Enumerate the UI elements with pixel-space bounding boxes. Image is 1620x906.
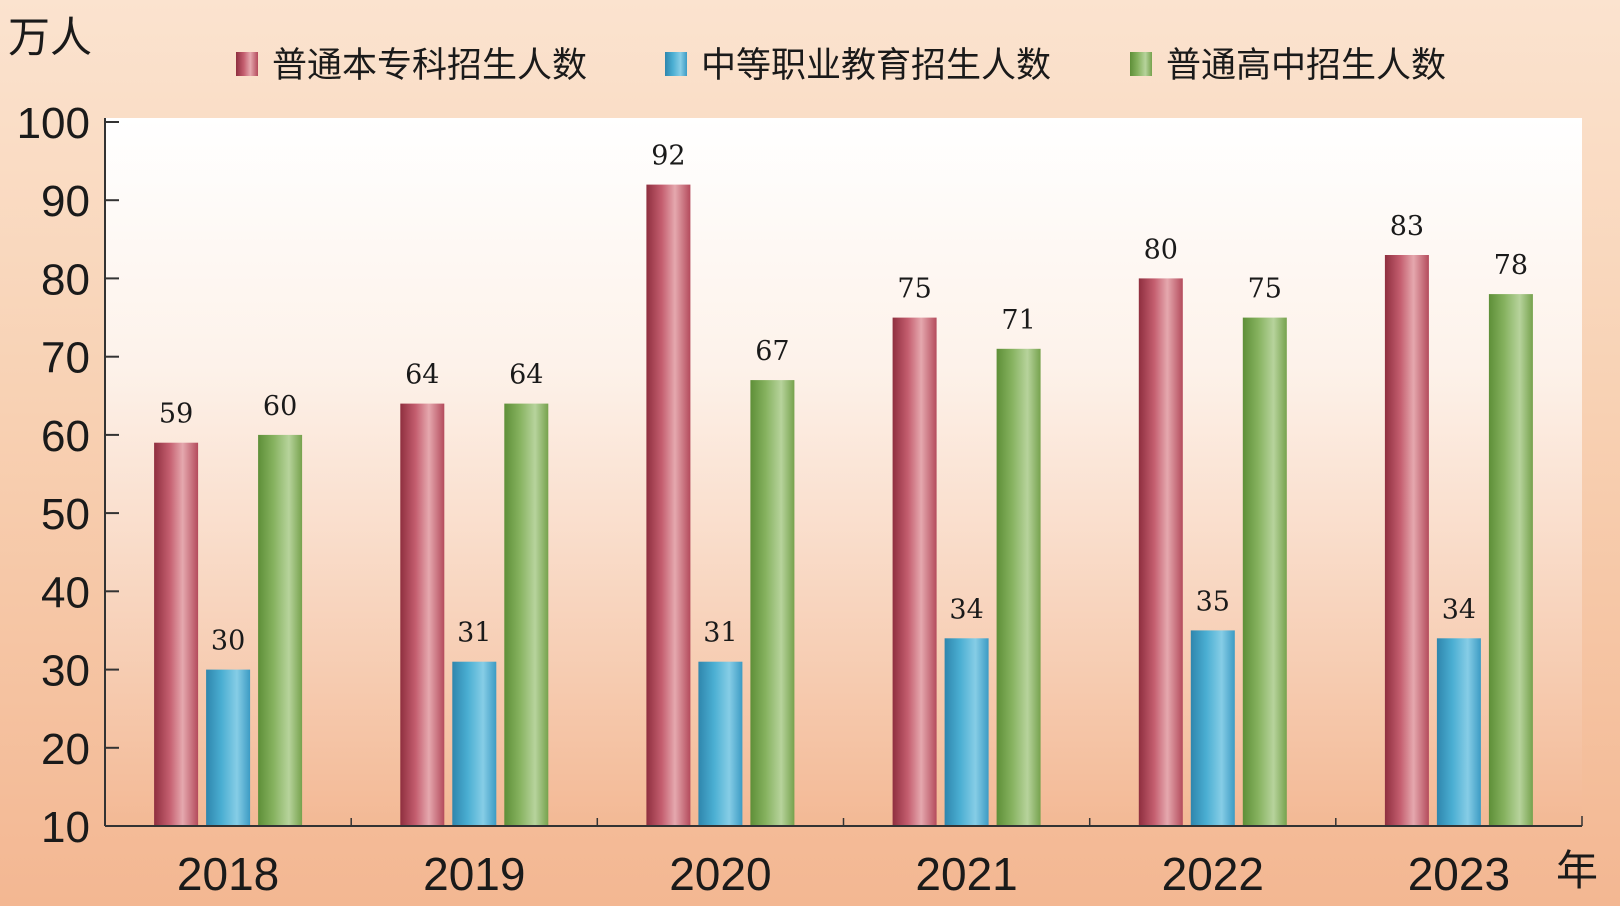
legend-label: 中等职业教育招生人数 [701,46,1051,86]
y-tick-label: 10 [41,803,90,852]
data-label: 34 [949,594,983,625]
data-label: 80 [1144,234,1178,265]
legend-swatch [665,52,687,76]
bar [750,380,795,826]
y-tick-label: 30 [41,647,90,696]
y-unit-label: 万人 [8,13,92,62]
x-tick-label: 2018 [177,848,279,900]
data-label: 64 [509,360,543,391]
data-label: 75 [1248,274,1282,305]
data-label: 75 [897,274,931,305]
legend-label: 普通高中招生人数 [1166,46,1446,86]
bar [944,638,989,826]
x-tick-label: 2019 [423,848,525,900]
y-tick-label: 90 [41,177,90,226]
bar [1384,255,1429,826]
bar [1488,294,1533,827]
data-label: 35 [1196,586,1230,617]
legend: 普通本专科招生人数 中等职业教育招生人数 普通高中招生人数 [236,46,1446,86]
bar [698,661,743,826]
x-tick-label: 2022 [1162,848,1264,900]
bar [646,184,691,827]
x-unit-label: 年 [1556,846,1598,895]
data-label: 64 [405,360,439,391]
legend-label: 普通本专科招生人数 [272,46,587,86]
x-tick-label: 2021 [915,848,1017,900]
bar [996,348,1041,826]
x-tick-label: 2020 [669,848,771,900]
bar [258,434,303,826]
legend-swatch [236,52,258,76]
y-tick-label: 80 [41,255,90,304]
data-labels-layer: 59 30 60 64 31 64 92 31 67 75 34 71 80 35 75 83 34 78 [159,141,1528,657]
data-label: 59 [159,399,193,430]
bar [892,317,937,826]
data-label: 31 [457,618,491,649]
legend-swatch [1130,52,1152,76]
y-tick-label: 40 [41,568,90,617]
y-tick-label: 60 [41,412,90,461]
bar [154,442,199,826]
bar [206,669,251,826]
bar [1436,638,1481,826]
y-tick-label: 50 [41,490,90,539]
x-tick-label: 2023 [1408,848,1510,900]
data-label: 71 [1001,305,1035,336]
plot-area [105,118,1582,826]
data-label: 31 [703,618,737,649]
axes-layer: 2018 2019 2020 2021 2022 2023 10 20 30 40 50 60 70 80… [17,99,1583,900]
data-label: 60 [263,391,297,422]
data-label: 92 [651,141,685,172]
bar [1138,278,1183,826]
bar [1190,630,1235,826]
y-tick-label: 20 [41,725,90,774]
bar [400,403,445,826]
bar [1242,317,1287,826]
bar [504,403,549,826]
y-tick-label: 70 [41,334,90,383]
bar [452,661,497,826]
y-tick-label: 100 [17,99,90,148]
data-label: 30 [211,626,245,657]
bars-layer [154,184,1533,827]
data-label: 78 [1494,250,1528,281]
data-label: 83 [1390,211,1424,242]
data-label: 34 [1442,594,1476,625]
data-label: 67 [755,336,789,367]
